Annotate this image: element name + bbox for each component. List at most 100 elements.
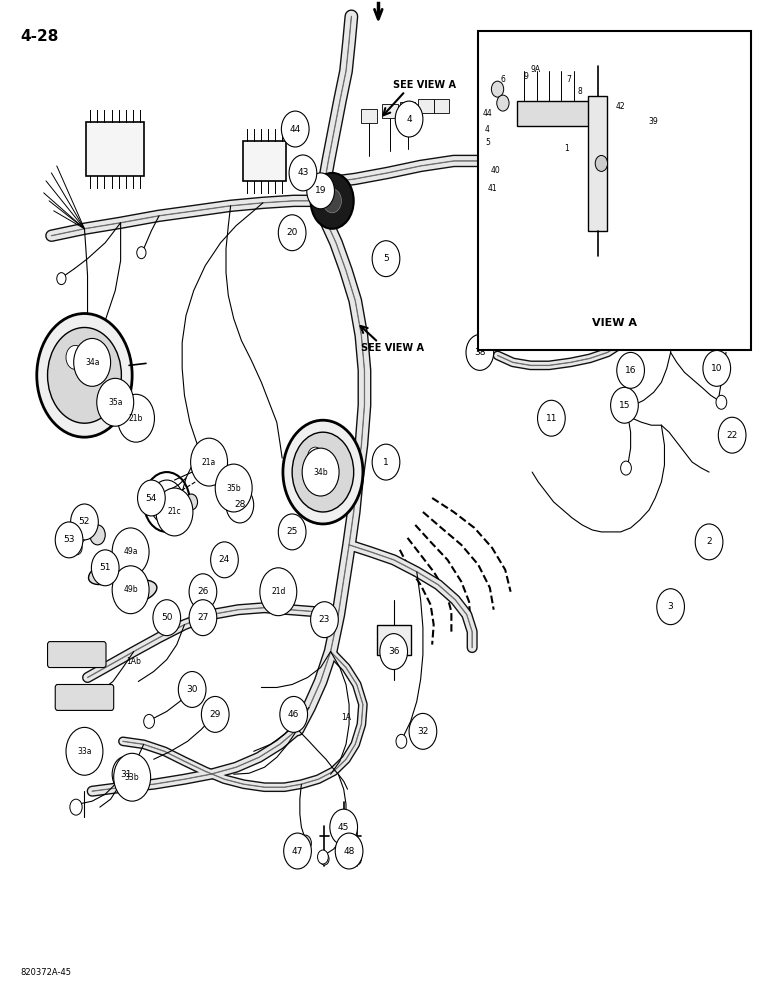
- Text: 8: 8: [577, 87, 582, 96]
- Circle shape: [323, 189, 341, 213]
- Text: 4: 4: [406, 115, 412, 124]
- Text: 7: 7: [626, 234, 631, 243]
- Text: 9: 9: [584, 234, 588, 243]
- Circle shape: [540, 81, 571, 121]
- Circle shape: [648, 123, 676, 159]
- Text: 41: 41: [533, 188, 543, 197]
- Circle shape: [466, 334, 493, 370]
- Text: 14: 14: [587, 256, 598, 265]
- Circle shape: [578, 243, 606, 279]
- Circle shape: [201, 696, 229, 732]
- Circle shape: [339, 829, 348, 841]
- Circle shape: [306, 173, 334, 209]
- Text: 41: 41: [487, 184, 497, 193]
- Circle shape: [560, 41, 569, 53]
- Circle shape: [153, 600, 181, 636]
- Circle shape: [211, 542, 239, 578]
- Circle shape: [541, 83, 569, 119]
- Bar: [492, 157, 503, 169]
- Text: 43: 43: [297, 168, 309, 177]
- Bar: [377, 625, 411, 655]
- Text: 5: 5: [485, 138, 490, 147]
- Text: 1A: 1A: [341, 713, 351, 722]
- Circle shape: [302, 448, 339, 496]
- Circle shape: [703, 350, 730, 386]
- Text: 33a: 33a: [77, 747, 92, 756]
- Text: 23: 23: [319, 615, 330, 624]
- Circle shape: [189, 574, 217, 610]
- Text: 33b: 33b: [125, 773, 140, 782]
- Circle shape: [226, 487, 254, 523]
- Text: 35b: 35b: [226, 484, 241, 493]
- Text: 51: 51: [100, 563, 111, 572]
- Text: 47: 47: [292, 847, 303, 856]
- Text: 21a: 21a: [202, 458, 216, 467]
- Text: 18: 18: [655, 136, 667, 145]
- Text: 54: 54: [146, 494, 157, 503]
- Circle shape: [191, 438, 228, 486]
- Text: 28: 28: [234, 500, 245, 509]
- Text: 24: 24: [218, 555, 230, 564]
- Circle shape: [696, 524, 723, 560]
- Circle shape: [621, 461, 631, 475]
- Text: 9: 9: [523, 72, 529, 81]
- Text: 4-28: 4-28: [21, 29, 59, 44]
- Text: 29: 29: [209, 710, 221, 719]
- Circle shape: [504, 315, 532, 350]
- Circle shape: [260, 568, 296, 616]
- Text: 1Ab: 1Ab: [127, 657, 141, 666]
- Text: 39: 39: [648, 117, 659, 126]
- Circle shape: [289, 155, 317, 191]
- Text: 46: 46: [288, 710, 300, 719]
- Text: 34a: 34a: [85, 358, 100, 367]
- Ellipse shape: [115, 580, 157, 604]
- Text: 2: 2: [706, 537, 712, 546]
- Circle shape: [279, 696, 307, 732]
- Circle shape: [611, 387, 638, 423]
- Circle shape: [137, 247, 146, 259]
- Bar: [512, 159, 524, 171]
- Bar: [479, 31, 751, 350]
- Circle shape: [37, 314, 132, 437]
- Circle shape: [372, 241, 400, 277]
- Text: 5: 5: [383, 254, 389, 263]
- Circle shape: [713, 308, 723, 321]
- Circle shape: [352, 853, 361, 865]
- Circle shape: [335, 833, 363, 869]
- Circle shape: [380, 634, 408, 670]
- Circle shape: [595, 155, 608, 171]
- Bar: [601, 224, 618, 239]
- Text: 44: 44: [290, 125, 301, 134]
- Circle shape: [396, 734, 407, 748]
- Text: 21d: 21d: [271, 587, 286, 596]
- Text: 42: 42: [616, 102, 625, 111]
- Bar: [434, 99, 449, 113]
- Bar: [400, 102, 415, 116]
- Circle shape: [299, 835, 311, 851]
- Circle shape: [156, 488, 193, 536]
- Circle shape: [656, 122, 667, 136]
- Circle shape: [90, 525, 105, 545]
- Text: 25: 25: [286, 527, 298, 536]
- Text: 44a: 44a: [511, 234, 526, 243]
- Circle shape: [281, 111, 309, 147]
- Text: 35a: 35a: [108, 398, 123, 407]
- Circle shape: [310, 602, 338, 638]
- Text: 5b: 5b: [495, 218, 505, 227]
- Text: 16: 16: [625, 366, 636, 375]
- Circle shape: [215, 464, 252, 512]
- Circle shape: [178, 672, 206, 707]
- Circle shape: [537, 400, 565, 436]
- Text: VIEW A: VIEW A: [592, 318, 638, 328]
- Text: 8: 8: [639, 248, 644, 257]
- Bar: [418, 99, 434, 113]
- Circle shape: [66, 345, 84, 369]
- Bar: [584, 218, 601, 233]
- Text: 3: 3: [668, 602, 673, 611]
- Circle shape: [112, 756, 140, 792]
- Circle shape: [113, 753, 151, 801]
- Circle shape: [279, 215, 306, 251]
- Text: SEE VIEW A: SEE VIEW A: [361, 343, 424, 353]
- Text: 30: 30: [186, 685, 198, 694]
- Circle shape: [69, 799, 82, 815]
